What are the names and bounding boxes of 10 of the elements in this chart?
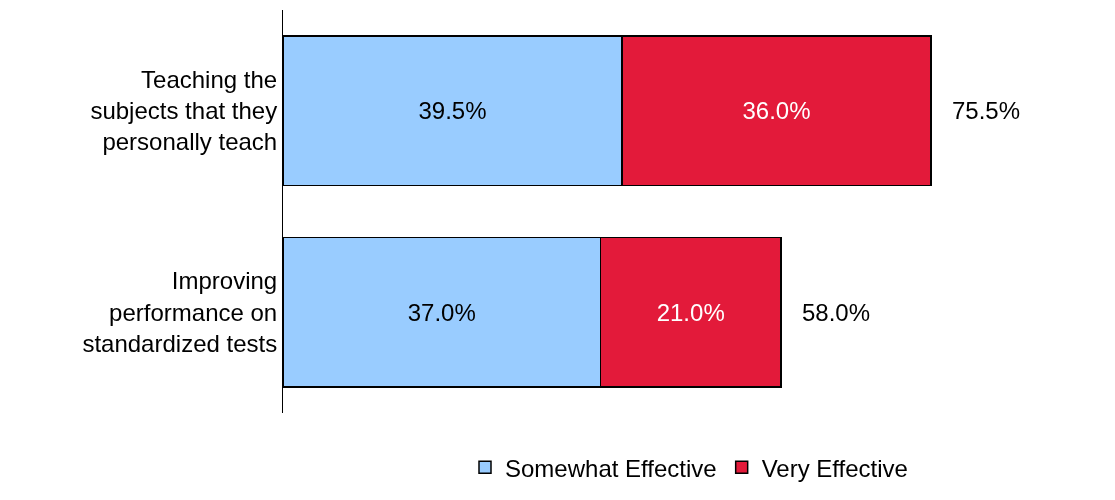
data-label: 21.0%	[656, 298, 725, 326]
data-label: 37.0%	[407, 298, 476, 326]
data-label: 36.0%	[742, 97, 811, 125]
data-label: 39.5%	[418, 97, 487, 125]
y-tick-label: Teaching the subjects that they personally teach	[90, 65, 278, 156]
total-label: 58.0%	[802, 299, 871, 326]
y-tick-label: Improving performance on standardized tests	[82, 267, 278, 357]
legend-label: Somewhat Effective	[505, 454, 717, 482]
legend-label: Very Effective	[761, 454, 908, 482]
total-label: 75.5%	[952, 97, 1021, 124]
